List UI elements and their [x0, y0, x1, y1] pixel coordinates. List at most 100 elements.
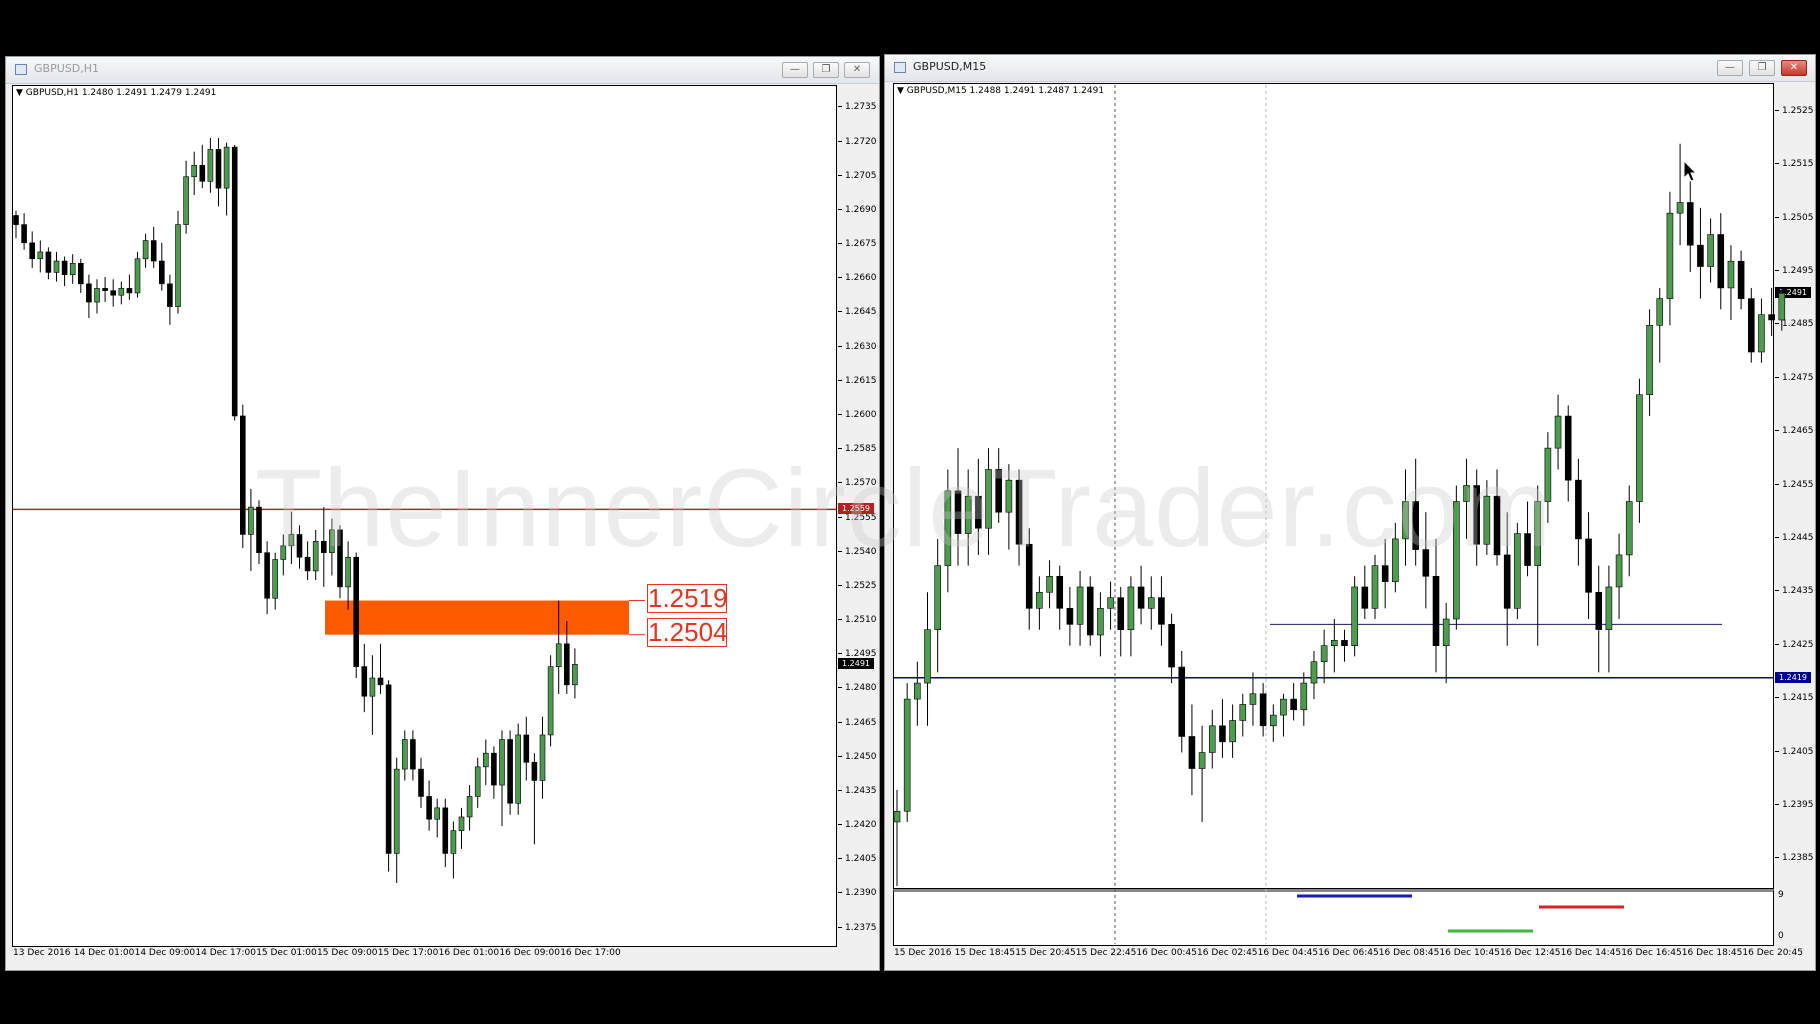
- bull-candle: [1778, 292, 1786, 321]
- bear-candle: [1066, 608, 1074, 625]
- bull-candle: [515, 734, 522, 804]
- current-price-tag: 1.2491: [838, 658, 874, 670]
- bull-candle: [547, 666, 554, 736]
- bear-candle: [264, 552, 270, 599]
- bear-candle: [1188, 736, 1196, 769]
- price-chart-m15[interactable]: ▼ GBPUSD,M15 1.2488 1.2491 1.2487 1.2491: [893, 83, 1774, 889]
- bear-candle: [377, 677, 384, 686]
- price-tick-label: 1.2505: [1775, 213, 1820, 223]
- price-chart-h1[interactable]: ▼ GBPUSD,H1 1.2480 1.2491 1.2479 1.2491: [12, 85, 837, 947]
- bear-candle: [507, 739, 513, 804]
- bear-candle: [1697, 244, 1704, 267]
- price-tick-label: 1.2600: [838, 410, 1038, 420]
- bear-candle: [1219, 725, 1226, 743]
- bear-candle: [1493, 495, 1501, 556]
- price-axis-h1[interactable]: 1.2735 1.2720 1.2705 1.2690 1.2675 1.2660 1.26…: [838, 0, 878, 1024]
- ohlc-readout: GBPUSD,M15 1.2488 1.2491 1.2487 1.2491: [906, 86, 1105, 96]
- bull-candle: [1097, 608, 1104, 636]
- bear-candle: [1168, 624, 1175, 668]
- bear-candle: [61, 260, 68, 276]
- price-tick-label: 1.2395: [1775, 800, 1820, 810]
- price-tick-label: 1.2465: [1775, 426, 1820, 436]
- bull-candle: [312, 540, 319, 572]
- chart-header-label: ▼ GBPUSD,M15 1.2488 1.2491 1.2487 1.2491: [897, 86, 1105, 96]
- bull-candle: [1269, 714, 1277, 727]
- price-tick-label: 1.2525: [1775, 106, 1820, 116]
- bull-candle: [288, 534, 295, 547]
- bear-candle: [1737, 260, 1745, 299]
- bull-candle: [1453, 501, 1460, 620]
- close-button[interactable]: ✕: [844, 62, 870, 78]
- price-tick-label: 1.2485: [1775, 319, 1820, 329]
- time-axis-h1[interactable]: 13 Dec 2016 14 Dec 01:00 14 Dec 09:00 14 De…: [12, 948, 837, 962]
- bull-candle: [555, 643, 562, 667]
- window-titlebar[interactable]: GBPUSD,M15 — ❐ ✕: [885, 55, 1815, 82]
- time-tick-label: 16 Dec 16:45: [1621, 948, 1682, 958]
- bull-candle: [1615, 554, 1623, 588]
- time-tick-label: 16 Dec 20:45: [1742, 948, 1803, 958]
- price-tick-label: 1.2585: [838, 444, 1038, 454]
- minimize-button[interactable]: —: [782, 62, 808, 78]
- ohlc-readout: GBPUSD,H1 1.2480 1.2491 1.2479 1.2491: [25, 88, 217, 98]
- hline-price-tag: 1.2419: [1775, 671, 1811, 683]
- bear-candle: [410, 739, 416, 770]
- price-tick-label: 1.2425: [1775, 640, 1820, 650]
- bear-candle: [1564, 415, 1572, 481]
- price-tick-label: 1.2375: [838, 923, 1038, 933]
- bull-candle: [1727, 260, 1735, 289]
- restore-button[interactable]: ❐: [1749, 60, 1775, 76]
- time-tick-label: 16 Dec 10:45: [1439, 948, 1500, 958]
- bear-candle: [426, 796, 432, 820]
- time-tick-label: 16 Dec 09:00: [499, 948, 560, 958]
- price-axis-m15[interactable]: 1.2525 1.2515 1.2505 1.2495 1.2485 1.2475 1.24…: [1775, 0, 1817, 1024]
- bull-candle: [1310, 661, 1318, 684]
- price-tick-label: 1.2675: [838, 239, 1038, 249]
- bull-candle: [329, 529, 335, 553]
- indicator-subwindow[interactable]: [893, 889, 1774, 946]
- bear-candle: [1056, 575, 1064, 609]
- bull-candle: [1229, 720, 1236, 743]
- bull-candle: [1402, 501, 1409, 540]
- bull-candle: [1198, 752, 1206, 769]
- time-tick-label: 14 Dec 01:00: [73, 948, 135, 958]
- bear-candle: [167, 283, 173, 307]
- supply-zone-rectangle: [325, 600, 629, 635]
- bull-candle: [223, 146, 230, 189]
- time-axis-m15[interactable]: 15 Dec 2016 15 Dec 18:45 15 Dec 20:45 15 De…: [893, 948, 1803, 962]
- chart-window-icon: [894, 62, 906, 73]
- bull-candle: [1676, 202, 1684, 214]
- bull-candle: [1239, 704, 1247, 721]
- bull-candle: [1046, 575, 1053, 593]
- bull-candle: [183, 176, 189, 225]
- bear-candle: [1412, 501, 1419, 550]
- bull-candle: [369, 677, 376, 697]
- time-tick-label: 13 Dec 2016: [13, 948, 71, 958]
- bull-candle: [345, 556, 351, 588]
- time-tick-label: 16 Dec 02:45: [1197, 948, 1258, 958]
- chart-header-label: ▼ GBPUSD,H1 1.2480 1.2491 1.2479 1.2491: [16, 88, 217, 98]
- price-tick-label: 1.2540: [838, 547, 1038, 557]
- bull-candle: [458, 816, 465, 831]
- bear-candle: [1585, 538, 1592, 593]
- minimize-button[interactable]: —: [1717, 60, 1743, 76]
- bear-candle: [1473, 485, 1480, 545]
- price-tick-label: 1.2690: [838, 205, 1038, 215]
- bull-candle: [893, 810, 901, 823]
- bear-candle: [954, 490, 962, 534]
- restore-button[interactable]: ❐: [813, 62, 839, 78]
- bear-candle: [21, 224, 27, 244]
- price-tick-label: 1.2405: [1775, 747, 1820, 757]
- price-tick-label: 1.2630: [838, 342, 1038, 352]
- price-tick-label: 1.2415: [1775, 693, 1820, 703]
- bull-candle: [1331, 640, 1338, 646]
- bear-candle: [1259, 693, 1267, 727]
- bear-candle: [13, 215, 19, 225]
- bear-candle: [442, 807, 449, 854]
- bear-candle: [353, 556, 360, 667]
- mouse-cursor-icon: [1683, 160, 1698, 182]
- price-tick-label: 1.2390: [838, 888, 1038, 898]
- price-tick-label: 1.2495: [838, 649, 1038, 659]
- time-tick-label: 16 Dec 14:45: [1560, 948, 1622, 958]
- window-titlebar[interactable]: GBPUSD,H1 — ❐ ✕: [6, 57, 879, 84]
- close-button[interactable]: ✕: [1781, 60, 1807, 76]
